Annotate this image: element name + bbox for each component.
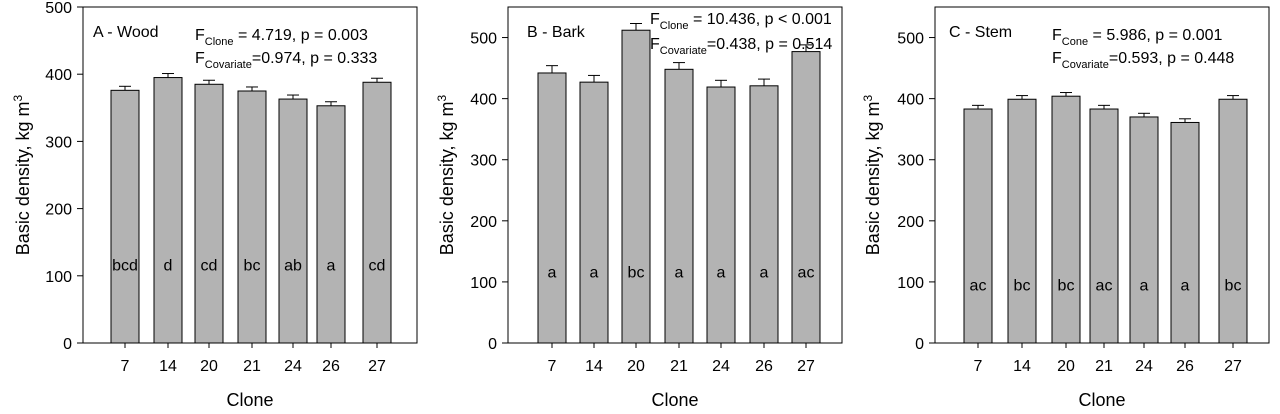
bar bbox=[537, 72, 567, 344]
panel-label: B - Bark bbox=[527, 24, 586, 41]
stats-annotation: FCovariate=0.974, p = 0.333 bbox=[195, 50, 377, 71]
significance-letter: a bbox=[760, 265, 769, 282]
x-axis-label: Clone bbox=[651, 390, 698, 410]
y-axis-label: Basic density, kg m3 bbox=[861, 94, 883, 255]
x-tick-label: 24 bbox=[1135, 358, 1153, 375]
x-tick-label: 20 bbox=[200, 358, 218, 375]
significance-letter: a bbox=[1140, 277, 1149, 294]
y-tick-label: 100 bbox=[470, 275, 497, 292]
significance-letter: bc bbox=[1225, 277, 1242, 294]
x-tick-label: 24 bbox=[284, 358, 302, 375]
x-tick-label: 27 bbox=[368, 358, 386, 375]
y-tick-label: 500 bbox=[470, 31, 497, 48]
bar bbox=[749, 85, 779, 344]
bar bbox=[153, 77, 183, 344]
bar bbox=[621, 29, 651, 344]
bar bbox=[237, 90, 267, 344]
x-tick-label: 21 bbox=[1095, 358, 1113, 375]
y-tick-label: 300 bbox=[470, 153, 497, 170]
bar bbox=[1007, 98, 1037, 344]
y-axis-label: Basic density, kg m3 bbox=[11, 94, 33, 255]
bar bbox=[579, 81, 609, 344]
significance-letter: cd bbox=[201, 257, 218, 274]
stats-annotation: FCovariate=0.593, p = 0.448 bbox=[1052, 50, 1234, 71]
significance-letter: ac bbox=[798, 265, 815, 282]
bar bbox=[706, 86, 736, 344]
y-tick-label: 200 bbox=[470, 214, 497, 231]
x-tick-label: 14 bbox=[585, 358, 603, 375]
stats-annotation: FClone = 10.436, p < 0.001 bbox=[650, 11, 832, 32]
y-tick-label: 100 bbox=[45, 269, 72, 286]
significance-letter: bc bbox=[244, 257, 261, 274]
bar bbox=[110, 89, 140, 344]
panel-stem: 0 100 200 300 400 500 7 ac 14 bc 20 bc 21 ac 24 a 26 a 27 b… bbox=[861, 6, 1270, 410]
significance-letter: cd bbox=[369, 257, 386, 274]
x-axis-label: Clone bbox=[226, 390, 273, 410]
y-axis-label: Basic density, kg m3 bbox=[435, 94, 457, 255]
significance-letter: a bbox=[327, 257, 336, 274]
y-tick-label: 0 bbox=[63, 336, 72, 353]
x-tick-label: 7 bbox=[121, 358, 130, 375]
panel-label: A - Wood bbox=[93, 24, 159, 41]
bar bbox=[791, 51, 821, 344]
x-axis-label: Clone bbox=[1078, 390, 1125, 410]
significance-letter: bc bbox=[628, 265, 645, 282]
bar bbox=[664, 68, 694, 344]
y-tick-label: 0 bbox=[915, 336, 924, 353]
y-tick-label: 300 bbox=[45, 134, 72, 151]
significance-letter: a bbox=[717, 265, 726, 282]
bar bbox=[278, 98, 308, 344]
x-tick-label: 26 bbox=[322, 358, 340, 375]
x-tick-label: 7 bbox=[974, 358, 983, 375]
y-tick-label: 400 bbox=[897, 92, 924, 109]
bar bbox=[1051, 95, 1081, 344]
y-tick-label: 500 bbox=[45, 0, 72, 17]
y-tick-label: 500 bbox=[897, 31, 924, 48]
x-tick-label: 14 bbox=[159, 358, 177, 375]
bar bbox=[194, 83, 224, 344]
bar bbox=[1089, 108, 1119, 344]
significance-letter: ac bbox=[970, 277, 987, 294]
y-tick-label: 200 bbox=[45, 202, 72, 219]
significance-letter: ab bbox=[284, 257, 302, 274]
significance-letter: bc bbox=[1014, 277, 1031, 294]
x-tick-label: 14 bbox=[1013, 358, 1031, 375]
y-tick-label: 300 bbox=[897, 153, 924, 170]
x-tick-label: 21 bbox=[670, 358, 688, 375]
x-tick-label: 21 bbox=[243, 358, 261, 375]
panel-label: C - Stem bbox=[949, 24, 1012, 41]
significance-letter: a bbox=[590, 265, 599, 282]
significance-letter: a bbox=[548, 265, 557, 282]
y-tick-label: 400 bbox=[470, 92, 497, 109]
bar bbox=[362, 81, 392, 344]
x-tick-label: 7 bbox=[548, 358, 557, 375]
y-tick-label: 100 bbox=[897, 275, 924, 292]
significance-letter: d bbox=[164, 257, 173, 274]
x-tick-label: 20 bbox=[627, 358, 645, 375]
x-tick-label: 26 bbox=[1176, 358, 1194, 375]
significance-letter: bc bbox=[1058, 277, 1075, 294]
y-tick-label: 200 bbox=[897, 214, 924, 231]
bar bbox=[963, 108, 993, 344]
significance-letter: a bbox=[1181, 277, 1190, 294]
x-tick-label: 20 bbox=[1057, 358, 1075, 375]
panel-bark: 0 100 200 300 400 500 7 a 14 a 20 bc 21 a 24 a 26 a 27 ac Cl… bbox=[435, 6, 843, 410]
x-tick-label: 24 bbox=[712, 358, 730, 375]
panel-wood: 0 100 200 300 400 500 7 bcd 14 d 20 cd 21 bc 24 ab 26 a 27… bbox=[11, 0, 418, 410]
bar bbox=[1218, 98, 1248, 344]
y-tick-label: 400 bbox=[45, 67, 72, 84]
bar bbox=[1170, 121, 1200, 344]
significance-letter: bcd bbox=[112, 257, 138, 274]
x-tick-label: 27 bbox=[1224, 358, 1242, 375]
significance-letter: a bbox=[675, 265, 684, 282]
x-tick-label: 27 bbox=[797, 358, 815, 375]
significance-letter: ac bbox=[1096, 277, 1113, 294]
stats-annotation: FClone = 4.719, p = 0.003 bbox=[195, 27, 368, 48]
y-tick-label: 0 bbox=[488, 336, 497, 353]
bar bbox=[316, 105, 346, 344]
bar bbox=[1129, 116, 1159, 344]
stats-annotation: FCone = 5.986, p = 0.001 bbox=[1052, 27, 1223, 48]
x-tick-label: 26 bbox=[755, 358, 773, 375]
